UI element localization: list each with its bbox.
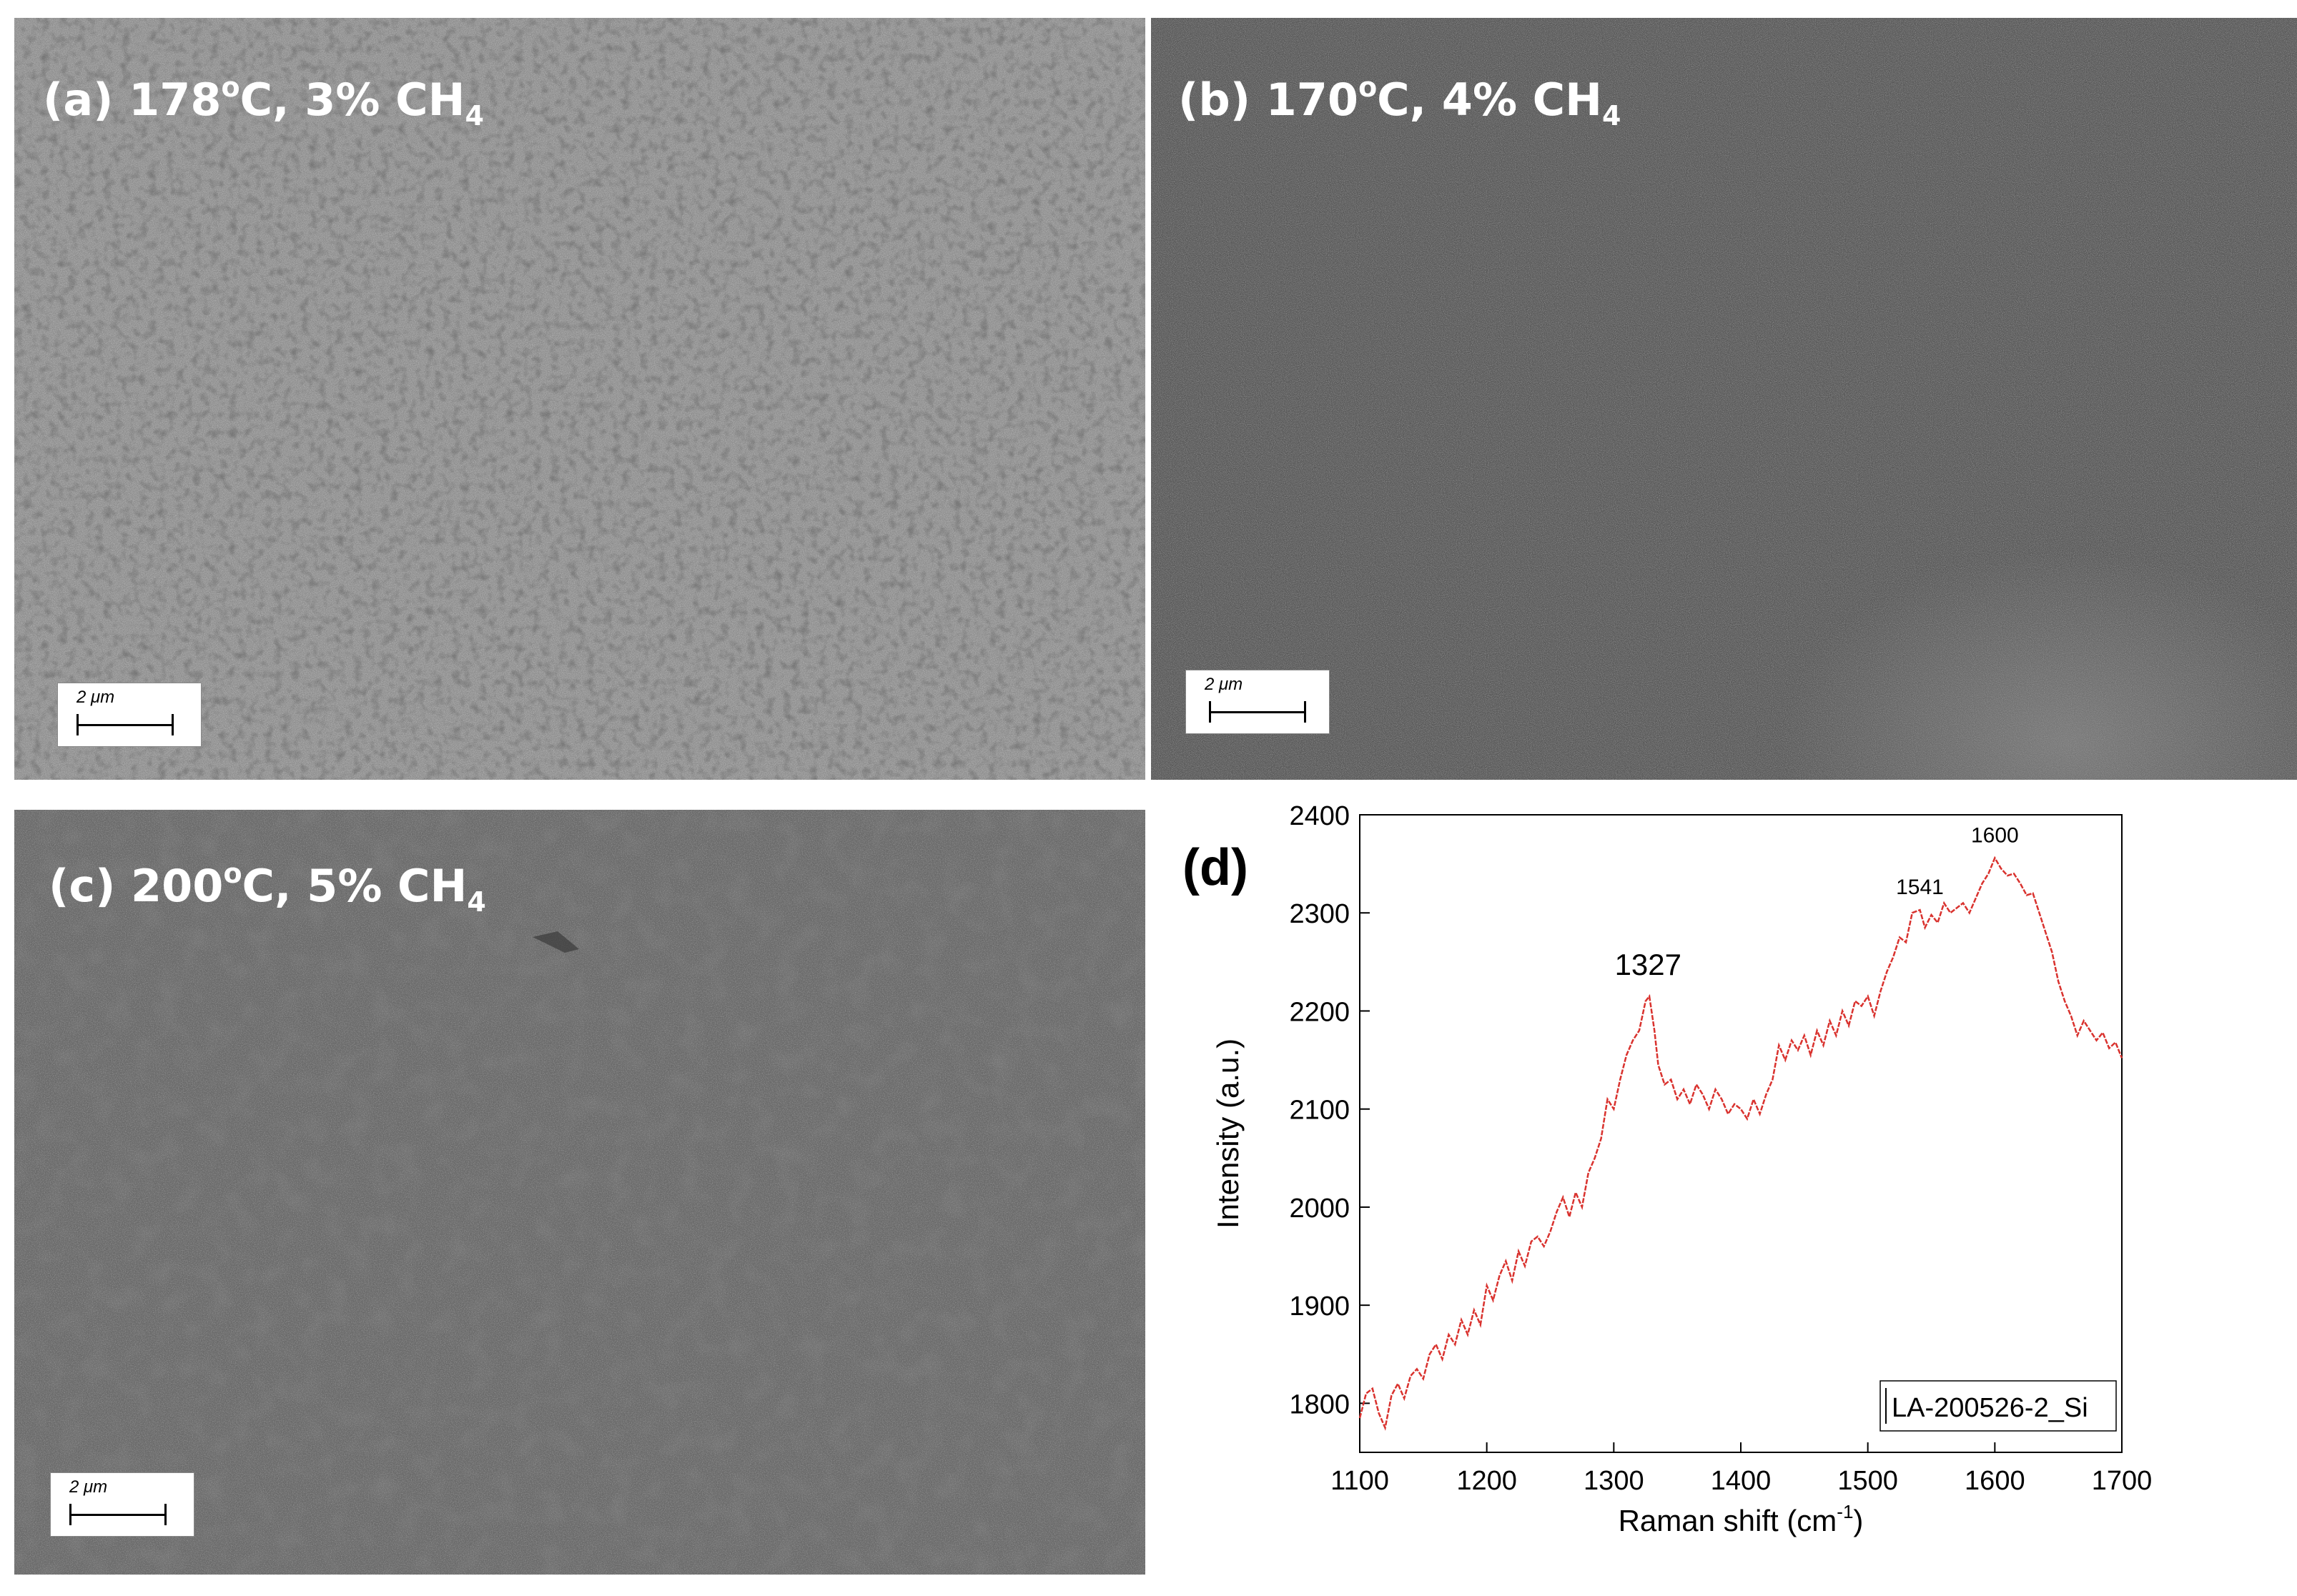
scale-bar-a: 2 μm xyxy=(57,683,202,747)
y-tick-label: 1800 xyxy=(1289,1389,1350,1419)
scale-bar-line xyxy=(69,1514,167,1516)
y-tick-label: 1900 xyxy=(1289,1292,1350,1322)
y-tick-label: 2300 xyxy=(1289,899,1350,929)
sem-panel-b: (b) 170oC, 4% CH4 2 μm xyxy=(1151,18,2297,780)
scale-bar-text: 2 μm xyxy=(1205,675,1243,694)
sem-panel-c: (c) 200oC, 5% CH4 2 μm xyxy=(14,810,1145,1575)
x-tick-label: 1100 xyxy=(1330,1466,1389,1496)
plot-frame xyxy=(1359,814,2123,1453)
x-axis-label: Raman shift (cm-1) xyxy=(1619,1501,1864,1537)
panel-d-label: (d) xyxy=(1182,839,1248,896)
scale-bar-c: 2 μm xyxy=(50,1472,194,1537)
y-tick-label: 2000 xyxy=(1289,1194,1350,1224)
y-tick-label: 2400 xyxy=(1289,801,1350,831)
x-tick-label: 1500 xyxy=(1837,1466,1898,1496)
scale-bar-tick xyxy=(172,714,174,735)
legend-box: LA-200526-2_Si xyxy=(1879,1380,2117,1432)
sem-texture-a xyxy=(14,18,1145,780)
scale-bar-tick xyxy=(1209,701,1211,723)
raman-chart-panel: (d) 1800 1900 2000 2100 2200 2300 2400 1100 120… xyxy=(1151,795,2297,1592)
scale-bar-text: 2 μm xyxy=(69,1477,108,1497)
panel-b-label: (b) 170oC, 4% CH4 xyxy=(1178,71,1621,132)
raman-chart: (d) 1800 1900 2000 2100 2200 2300 2400 1100 120… xyxy=(1182,801,2153,1537)
legend-entry: LA-200526-2_Si xyxy=(1892,1393,2088,1423)
sem-texture-c xyxy=(14,810,1145,1575)
scale-bar-tick xyxy=(1304,701,1306,723)
panel-c-label: (c) 200oC, 5% CH4 xyxy=(49,858,486,918)
peak-annotation: 1600 xyxy=(1971,823,2019,847)
panel-a-label: (a) 178oC, 3% CH4 xyxy=(43,71,484,132)
scale-bar-tick xyxy=(76,714,79,735)
sem-texture-b xyxy=(1151,18,2297,780)
scale-bar-tick xyxy=(69,1504,71,1525)
x-tick-label: 1300 xyxy=(1584,1466,1644,1496)
scale-bar-b: 2 μm xyxy=(1185,670,1330,734)
x-tick-label: 1600 xyxy=(1965,1466,2025,1496)
y-axis-label: Intensity (a.u.) xyxy=(1211,1039,1245,1229)
scale-bar-line xyxy=(1209,711,1306,713)
y-tick-label: 2100 xyxy=(1289,1096,1350,1126)
scale-bar-text: 2 μm xyxy=(76,688,115,707)
x-tick-label: 1200 xyxy=(1456,1466,1517,1496)
peak-annotation: 1327 xyxy=(1615,948,1681,981)
scale-bar-line xyxy=(76,724,174,726)
raman-spectrum-line xyxy=(1358,856,2123,1431)
peak-annotation: 1541 xyxy=(1896,876,1944,899)
x-tick-label: 1400 xyxy=(1711,1466,1772,1496)
y-tick-label: 2200 xyxy=(1289,997,1350,1027)
scale-bar-tick xyxy=(164,1504,167,1525)
sem-panel-a: (a) 178oC, 3% CH4 2 μm xyxy=(14,18,1145,780)
x-tick-label: 1700 xyxy=(2092,1466,2153,1496)
